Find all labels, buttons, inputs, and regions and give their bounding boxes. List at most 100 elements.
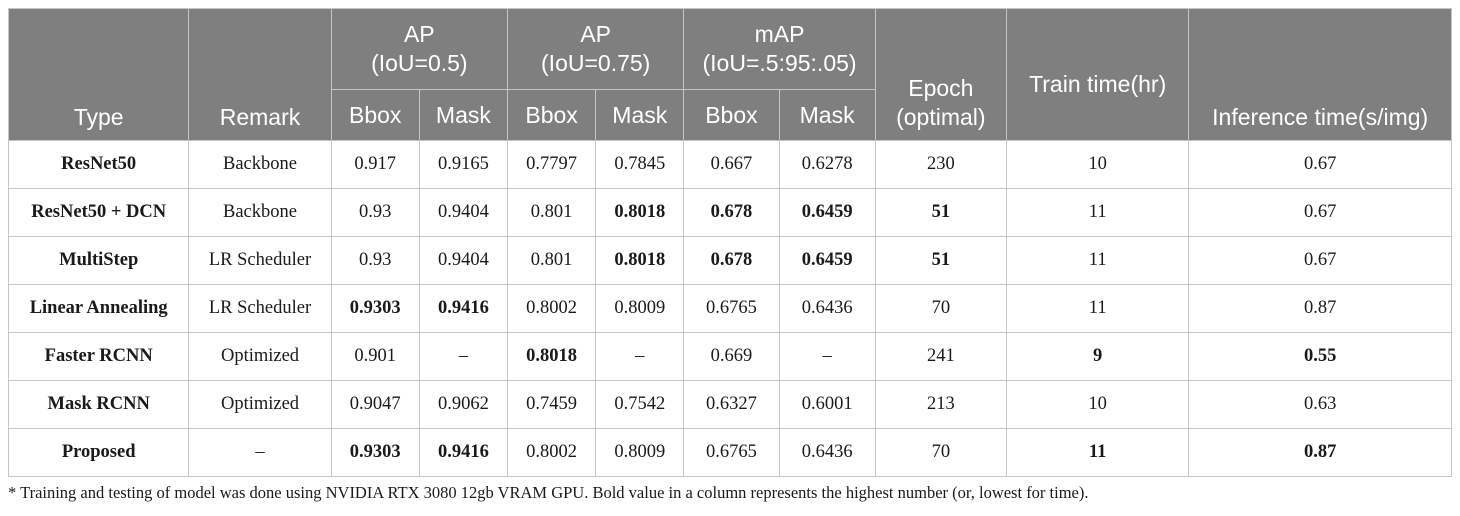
header-ap75: AP (IoU=0.75)	[506, 8, 685, 90]
cell-map-mask: 0.6436	[778, 428, 876, 477]
cell-map-mask: –	[778, 332, 876, 381]
cell-ap50-bbox: 0.93	[330, 188, 420, 237]
cell-ap50-mask: 0.9404	[418, 236, 509, 285]
cell-ap50-mask: 0.9404	[418, 188, 509, 237]
header-ap75-bbox: Bbox	[506, 89, 597, 141]
table-row: Faster RCNN Optimized 0.901–0.8018–0.669–2…	[7, 332, 1452, 381]
cell-ap50-mask: –	[418, 332, 509, 381]
cell-remark: Backbone	[188, 188, 332, 237]
cell-train: 9	[1005, 332, 1190, 381]
cell-remark: Backbone	[188, 140, 332, 189]
cell-ap75-bbox: 0.8018	[506, 332, 597, 381]
cell-train: 11	[1005, 428, 1190, 477]
cell-map-mask: 0.6436	[778, 284, 876, 333]
cell-ap75-bbox: 0.801	[506, 236, 597, 285]
cell-epoch: 51	[874, 188, 1007, 237]
cell-inference: 0.67	[1188, 140, 1452, 189]
cell-ap75-mask: 0.8009	[595, 428, 685, 477]
table-row: Linear Annealing LR Scheduler 0.9303 0.9416…	[7, 284, 1452, 333]
table-row: ResNet50 Backbone 0.917 0.9165 0.7797 0.7845 0…	[7, 140, 1452, 189]
cell-ap75-mask: 0.7542	[595, 380, 685, 429]
cell-ap75-mask: 0.8009	[595, 284, 685, 333]
cell-ap75-bbox: 0.8002	[506, 284, 597, 333]
header-ap50-mask: Mask	[418, 89, 509, 141]
cell-ap75-bbox: 0.8002	[506, 428, 597, 477]
header-ap50-bbox: Bbox	[330, 89, 420, 141]
cell-ap75-bbox: 0.7459	[506, 380, 597, 429]
cell-epoch: 51	[874, 236, 1007, 285]
header-map: mAP (IoU=.5:95:.05)	[683, 8, 876, 90]
header-remark: Remark	[188, 8, 332, 141]
table-row: Proposed –0.9303 0.9416 0.8002 0.8009 0.6765 0…	[7, 428, 1452, 477]
cell-map-mask: 0.6001	[778, 380, 876, 429]
cell-map-mask: 0.6459	[778, 236, 876, 285]
cell-remark: LR Scheduler	[188, 236, 332, 285]
header-type: Type	[7, 8, 190, 141]
cell-type: ResNet50	[7, 140, 190, 189]
cell-ap75-bbox: 0.7797	[506, 140, 597, 189]
cell-type: MultiStep	[7, 236, 190, 285]
cell-map-bbox: 0.6765	[683, 284, 780, 333]
cell-epoch: 70	[874, 428, 1007, 477]
header-inference-time: Inference time(s/img)	[1188, 8, 1452, 141]
cell-type: Faster RCNN	[7, 332, 190, 381]
results-table-body: ResNet50 Backbone 0.917 0.9165 0.7797 0.7845 0…	[7, 140, 1452, 477]
cell-ap75-mask: 0.8018	[595, 236, 685, 285]
header-row-groups: Type Remark AP (IoU=0.5) AP (IoU=0.75) m…	[7, 8, 1452, 141]
cell-ap50-bbox: 0.917	[330, 140, 420, 189]
cell-type: ResNet50 + DCN	[7, 188, 190, 237]
cell-map-bbox: 0.669	[683, 332, 780, 381]
cell-remark: Optimized	[188, 332, 332, 381]
cell-train: 10	[1005, 140, 1190, 189]
cell-ap50-bbox: 0.901	[330, 332, 420, 381]
cell-inference: 0.67	[1188, 236, 1452, 285]
cell-ap50-bbox: 0.93	[330, 236, 420, 285]
cell-ap50-mask: 0.9416	[418, 284, 509, 333]
cell-inference: 0.63	[1188, 380, 1452, 429]
header-map-mask: Mask	[778, 89, 876, 141]
header-row-sub: Bbox Mask Bbox Mask Bbox Mask	[9, 89, 1452, 141]
cell-ap50-bbox: 0.9047	[330, 380, 420, 429]
cell-train: 10	[1005, 380, 1190, 429]
header-train-time: Train time(hr)	[1005, 8, 1190, 141]
cell-remark: Optimized	[188, 380, 332, 429]
cell-ap75-mask: 0.8018	[595, 188, 685, 237]
cell-ap50-mask: 0.9416	[418, 428, 509, 477]
cell-map-bbox: 0.6327	[683, 380, 780, 429]
results-table-container: Type Remark AP (IoU=0.5) AP (IoU=0.75) m…	[7, 8, 1452, 503]
table-row: MultiStep LR Scheduler 0.93 0.9404 0.801 0.80…	[7, 236, 1452, 285]
table-row: ResNet50 + DCN Backbone 0.93 0.9404 0.801 0.8…	[7, 188, 1452, 237]
cell-map-mask: 0.6459	[778, 188, 876, 237]
results-table: Type Remark AP (IoU=0.5) AP (IoU=0.75) m…	[7, 8, 1452, 477]
cell-map-bbox: 0.678	[683, 188, 780, 237]
table-row: Mask RCNN Optimized 0.9047 0.9062 0.7459 0.75…	[7, 380, 1452, 429]
cell-train: 11	[1005, 284, 1190, 333]
cell-inference: 0.87	[1188, 428, 1452, 477]
header-ap75-mask: Mask	[595, 89, 685, 141]
cell-ap75-mask: –	[595, 332, 685, 381]
cell-type: Proposed	[7, 428, 190, 477]
cell-type: Linear Annealing	[7, 284, 190, 333]
cell-map-mask: 0.6278	[778, 140, 876, 189]
cell-ap75-mask: 0.7845	[595, 140, 685, 189]
cell-train: 11	[1005, 188, 1190, 237]
cell-train: 11	[1005, 236, 1190, 285]
cell-ap50-bbox: 0.9303	[330, 284, 420, 333]
header-ap50: AP (IoU=0.5)	[330, 8, 509, 90]
cell-inference: 0.55	[1188, 332, 1452, 381]
cell-epoch: 241	[874, 332, 1007, 381]
cell-ap50-mask: 0.9165	[418, 140, 509, 189]
cell-map-bbox: 0.6765	[683, 428, 780, 477]
cell-epoch: 70	[874, 284, 1007, 333]
cell-ap50-mask: 0.9062	[418, 380, 509, 429]
header-map-bbox: Bbox	[683, 89, 780, 141]
header-epoch: Epoch (optimal)	[874, 8, 1007, 141]
cell-map-bbox: 0.667	[683, 140, 780, 189]
cell-remark: LR Scheduler	[188, 284, 332, 333]
cell-epoch: 230	[874, 140, 1007, 189]
cell-epoch: 213	[874, 380, 1007, 429]
cell-inference: 0.67	[1188, 188, 1452, 237]
cell-map-bbox: 0.678	[683, 236, 780, 285]
cell-type: Mask RCNN	[7, 380, 190, 429]
cell-remark: –	[188, 428, 332, 477]
